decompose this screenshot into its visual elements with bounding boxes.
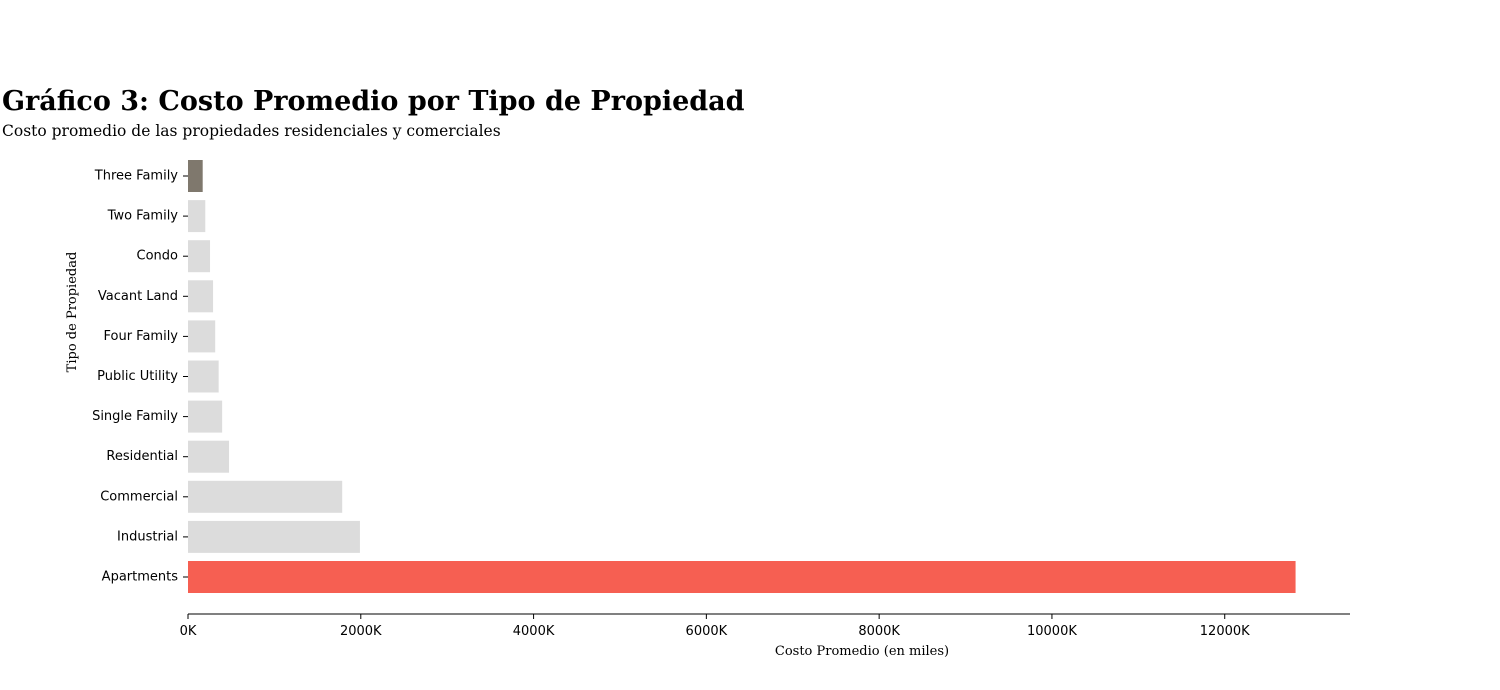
y-tick-label: Single Family (92, 409, 178, 424)
y-tick-label: Industrial (117, 529, 178, 544)
y-axis-label: Tipo de Propiedad (65, 252, 80, 373)
y-axis: Three Family Two Family Condo Vacant Land Fo… (92, 169, 188, 585)
bar (188, 400, 223, 433)
bar (188, 520, 360, 553)
x-tick-label: 10000K (1027, 624, 1077, 639)
y-tick-label: Vacant Land (98, 289, 178, 304)
x-axis-label: Costo Promedio (en miles) (775, 644, 949, 659)
bar (188, 480, 343, 513)
y-tick-label: Four Family (103, 329, 178, 344)
x-tick-label: 8000K (858, 624, 900, 639)
x-tick-label: 12000K (1200, 624, 1250, 639)
chart-subtitle: Costo promedio de las propiedades reside… (2, 122, 501, 140)
bar (188, 280, 214, 313)
x-tick-label: 0K (180, 624, 197, 639)
y-tick-label: Condo (137, 249, 179, 264)
y-tick-label: Three Family (94, 169, 179, 184)
bar (188, 240, 211, 273)
bar (188, 200, 206, 233)
y-tick-label: Commercial (100, 489, 178, 504)
bar (188, 440, 230, 473)
x-tick-label: 4000K (513, 624, 555, 639)
y-tick-label: Apartments (102, 570, 179, 585)
bar (188, 320, 216, 353)
y-tick-label: Residential (106, 449, 178, 464)
y-tick-label: Two Family (107, 209, 179, 224)
bars-layer (188, 160, 1296, 593)
x-axis: 0K 2000K 4000K 6000K 8000K 10000K 12000K (180, 613, 1350, 639)
y-tick-label: Public Utility (97, 369, 178, 384)
chart-title: Gráfico 3: Costo Promedio por Tipo de Pr… (2, 86, 745, 117)
x-tick-label: 6000K (686, 624, 728, 639)
bar (188, 360, 219, 393)
bar (188, 561, 1296, 593)
bar (188, 160, 203, 192)
x-tick-label: 2000K (340, 624, 382, 639)
